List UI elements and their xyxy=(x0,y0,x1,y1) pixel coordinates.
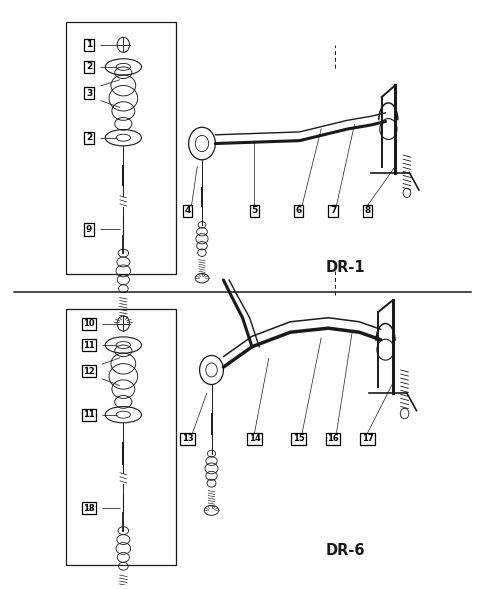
Text: 18: 18 xyxy=(83,504,95,512)
Text: 15: 15 xyxy=(292,434,304,443)
Text: 17: 17 xyxy=(361,434,372,443)
Text: 5: 5 xyxy=(251,206,257,216)
Bar xyxy=(66,22,175,274)
Text: 16: 16 xyxy=(327,434,338,443)
Text: 4: 4 xyxy=(184,206,191,216)
Text: 10: 10 xyxy=(83,319,95,328)
Text: 12: 12 xyxy=(83,366,95,376)
Bar xyxy=(66,309,175,564)
Text: 9: 9 xyxy=(86,225,92,234)
Text: 11: 11 xyxy=(83,410,95,419)
Text: 8: 8 xyxy=(363,206,370,216)
Text: 13: 13 xyxy=(182,434,193,443)
Text: 7: 7 xyxy=(329,206,335,216)
Text: 2: 2 xyxy=(86,133,92,142)
Text: 3: 3 xyxy=(86,88,92,98)
Text: 2: 2 xyxy=(86,62,92,71)
Text: DR-6: DR-6 xyxy=(325,543,364,558)
Text: 1: 1 xyxy=(86,40,92,49)
Text: DR-1: DR-1 xyxy=(324,260,364,274)
Text: 14: 14 xyxy=(248,434,260,443)
Text: 11: 11 xyxy=(83,340,95,349)
Text: 6: 6 xyxy=(295,206,301,216)
